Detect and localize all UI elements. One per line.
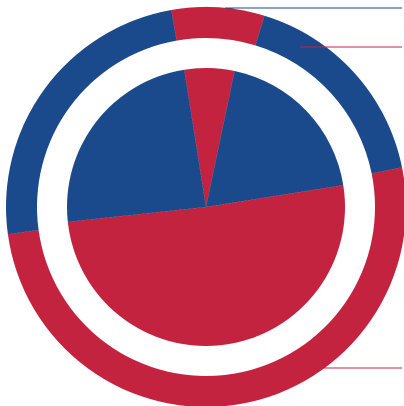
leader-lines bbox=[224, 7, 402, 369]
outer-ring bbox=[5, 7, 404, 406]
outer-ring-slice-2 bbox=[255, 15, 403, 174]
inner-pie-slice-4 bbox=[67, 69, 206, 222]
inner-pie-slice-2 bbox=[206, 70, 344, 207]
outer-ring-slice-1 bbox=[171, 7, 265, 46]
inner-pie-slice-3 bbox=[67, 185, 346, 347]
outer-ring-slice-4 bbox=[5, 10, 177, 235]
inner-pie bbox=[67, 68, 346, 347]
outer-ring-slice-3 bbox=[7, 167, 404, 406]
inner-pie-slice-1 bbox=[184, 68, 235, 208]
